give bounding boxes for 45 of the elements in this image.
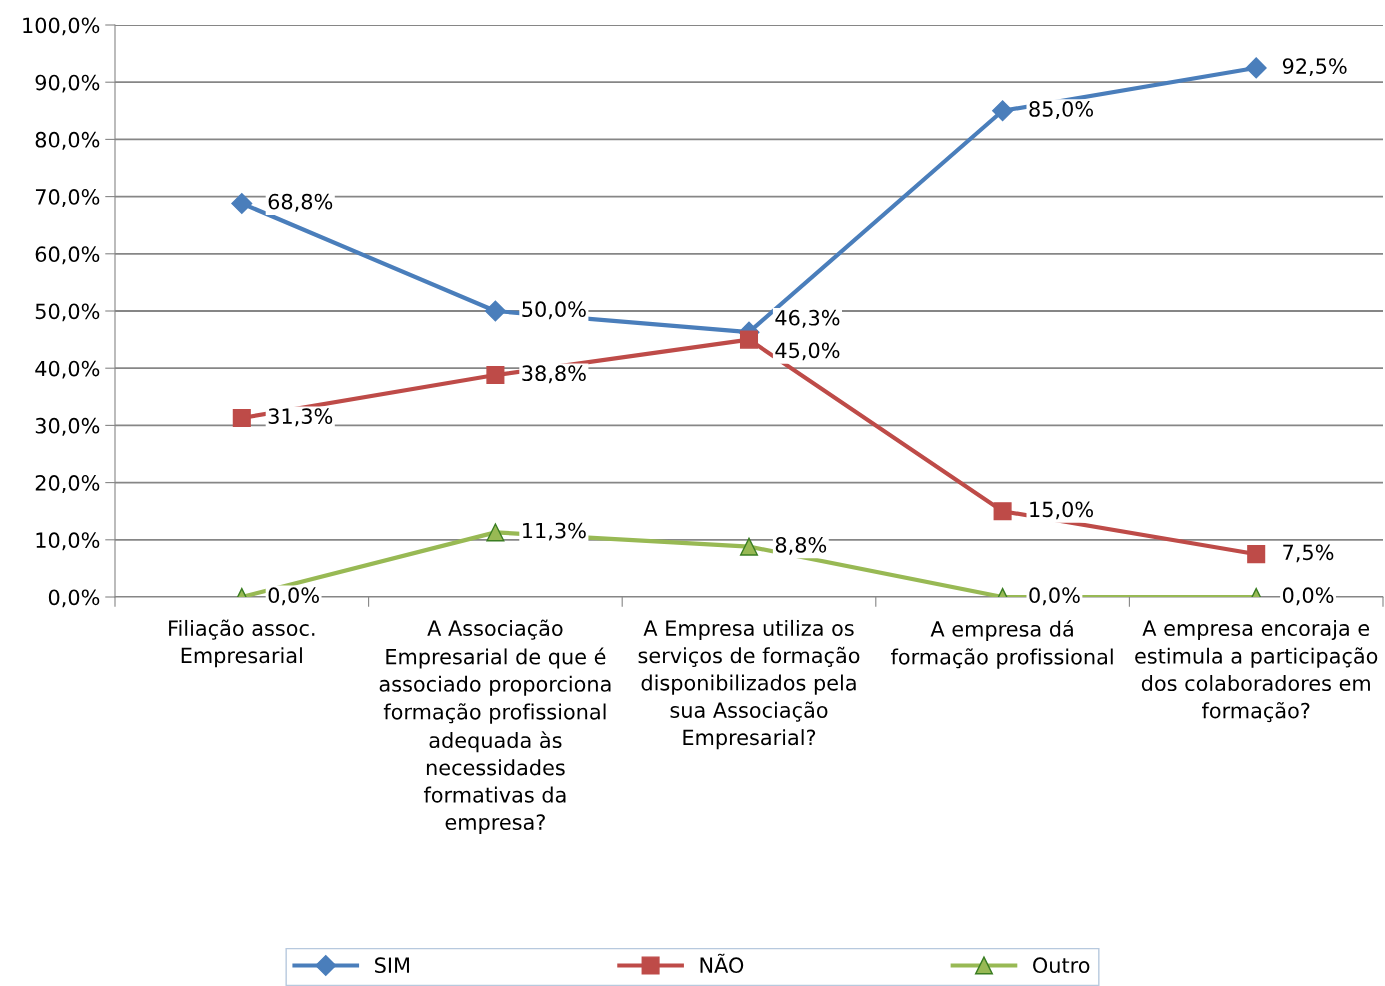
x-tick-label: A empresa encoraja e estimula a participação dos colaboradores em formação? xyxy=(1135,619,1378,723)
data-label: 38,8% xyxy=(522,365,586,384)
point xyxy=(993,502,1012,521)
point xyxy=(739,537,759,556)
x-tick-label: Filiação assoc. Empresarial xyxy=(169,619,315,668)
y-tick-label: 80,0% xyxy=(35,131,100,150)
legend-label: SIM xyxy=(375,957,409,974)
data-label: 15,0% xyxy=(1030,501,1093,520)
point xyxy=(486,523,505,542)
y-tick-label: 20,0% xyxy=(35,475,100,493)
data-label: 7,5% xyxy=(1283,544,1334,563)
y-tick-label: 70,0% xyxy=(35,189,100,207)
legend-label: NÃO xyxy=(700,953,744,974)
data-label: 0,0% xyxy=(268,587,319,606)
data-label: 45,0% xyxy=(775,342,840,361)
data-label: 68,8% xyxy=(268,193,333,212)
point xyxy=(486,366,505,385)
point xyxy=(992,100,1014,122)
data-label: 31,3% xyxy=(268,408,333,427)
y-tick-label: 50,0% xyxy=(35,303,100,322)
data-label: 92,5% xyxy=(1282,58,1347,77)
data-label: 0,0% xyxy=(1282,587,1334,606)
x-tick-label: A Empresa utiliza os serviços de formação disponibilizados pela sua Associação Empresarial? xyxy=(638,619,860,750)
legend-label: Outro xyxy=(1033,957,1090,974)
data-label: 11,3% xyxy=(523,522,586,541)
data-label: 85,0% xyxy=(1029,101,1093,119)
point xyxy=(1245,57,1267,79)
y-tick-label: 60,0% xyxy=(35,246,100,265)
point xyxy=(1247,545,1266,564)
point xyxy=(739,330,759,349)
data-label: 50,0% xyxy=(522,301,586,320)
y-tick-label: 0,0% xyxy=(48,589,100,608)
y-tick-label: 40,0% xyxy=(35,360,100,379)
x-tick-label: A empresa dá formação profissional xyxy=(891,619,1113,669)
y-tick-label: 10,0% xyxy=(36,532,100,551)
y-tick-label: 90,0% xyxy=(35,74,100,93)
y-tick-label: 100,0% xyxy=(23,17,100,36)
point xyxy=(232,408,251,427)
data-label: 8,8% xyxy=(775,536,827,555)
y-tick-label: 30,0% xyxy=(35,417,100,436)
data-label: 0,0% xyxy=(1029,587,1080,606)
point xyxy=(484,300,506,322)
data-label: 46,3% xyxy=(775,309,840,328)
point xyxy=(231,192,253,214)
x-tick-label: A Associação Empresarial de que é associado proporciona formação profissional adequada às necessidades formativas da empresa? xyxy=(379,619,611,835)
